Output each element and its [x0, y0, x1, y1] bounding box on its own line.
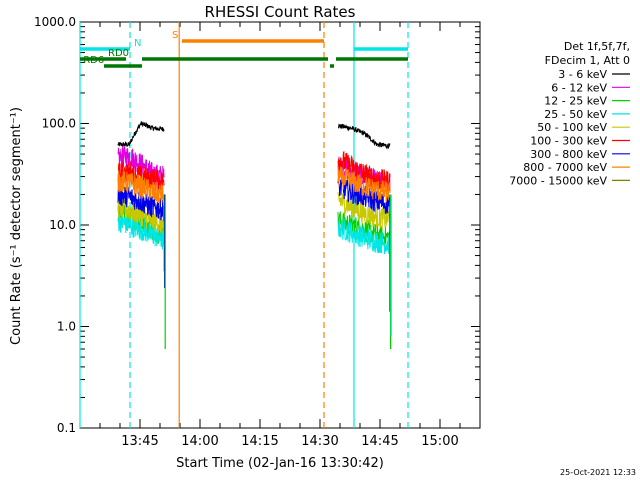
flag-label: RD0 — [108, 48, 129, 59]
y-tick-label: 0.1 — [57, 421, 76, 435]
y-tick-label: 100.0 — [42, 117, 76, 131]
legend-label: 12 - 25 keV — [544, 95, 607, 108]
legend-label: 300 - 800 keV — [530, 148, 607, 161]
legend-label: 25 - 50 keV — [544, 108, 607, 121]
y-tick-label: 10.0 — [49, 218, 76, 232]
legend-label: 6 - 12 keV — [551, 81, 607, 94]
x-tick-label: 14:30 — [301, 434, 338, 449]
legend-label: 3 - 6 keV — [558, 68, 607, 81]
series-line — [337, 151, 391, 192]
flag-label: S — [172, 30, 178, 41]
series-line — [337, 217, 391, 255]
y-tick-label: 1.0 — [57, 320, 76, 334]
series-line — [117, 170, 165, 204]
series-line — [117, 212, 165, 250]
x-tick-label: 15:00 — [421, 434, 458, 449]
series-line — [337, 192, 391, 229]
flag-bars: N S RD0 RD6 — [80, 30, 408, 68]
x-tick-label: 13:45 — [121, 434, 158, 449]
flag-label: RD6 — [83, 55, 104, 66]
y-axis: 0.1 1.0 10.0 100.0 1000.0 — [34, 15, 480, 435]
series-group — [117, 121, 392, 350]
footer-date: 25-Oct-2021 12:33 — [560, 468, 636, 477]
x-tick-label: 14:00 — [181, 434, 218, 449]
series-line — [337, 123, 391, 150]
series-line — [117, 121, 165, 147]
x-axis-label: Start Time (02-Jan-16 13:30:42) — [176, 456, 384, 471]
y-axis-label: Count Rate (s⁻¹ detector segment⁻¹) — [9, 107, 24, 345]
x-tick-label: 14:45 — [361, 434, 398, 449]
legend-label: 50 - 100 keV — [537, 121, 607, 134]
legend-header-line2: FDecim 1, Att 0 — [545, 54, 630, 67]
series-line — [337, 166, 391, 203]
flag-label: N — [134, 38, 141, 49]
legend: Det 1f,5f,7f, FDecim 1, Att 0 3 - 6 keV6… — [509, 40, 630, 187]
y-tick-label: 1000.0 — [34, 15, 76, 29]
x-axis: 13:45 14:00 14:15 14:30 14:45 15:00 — [79, 22, 481, 449]
legend-label: 100 - 300 keV — [530, 135, 607, 148]
legend-label: 800 - 7000 keV — [523, 161, 607, 174]
legend-label: 7000 - 15000 keV — [509, 174, 607, 187]
chart-title: RHESSI Count Rates — [205, 3, 356, 21]
series-line — [117, 162, 165, 191]
legend-header-line1: Det 1f,5f,7f, — [564, 40, 630, 53]
x-tick-label: 14:15 — [241, 434, 278, 449]
